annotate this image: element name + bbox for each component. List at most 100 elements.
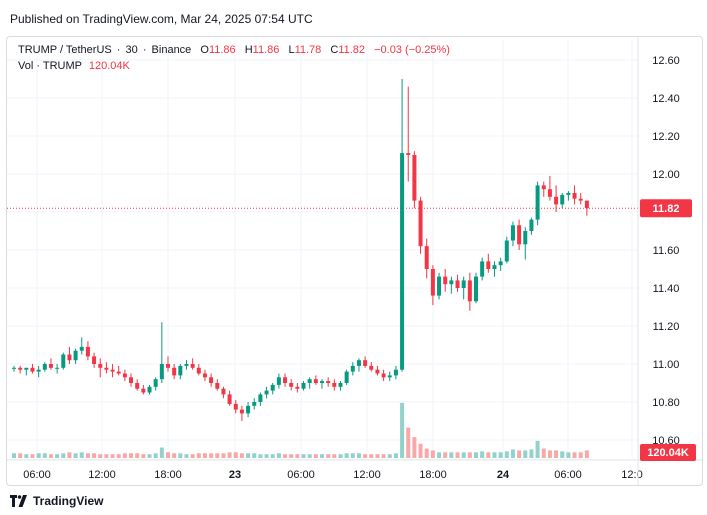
volume-bar (430, 450, 435, 458)
volume-bar (246, 453, 251, 458)
candle-body (246, 405, 251, 414)
candle (541, 181, 546, 197)
candle (283, 373, 288, 387)
candle (67, 346, 72, 364)
candle (369, 362, 374, 372)
candle-body (338, 383, 343, 387)
volume-bar (178, 453, 183, 458)
candle-body (276, 377, 281, 385)
candle (36, 365, 41, 378)
axis-layer: 12.6012.4012.2012.0011.8011.6011.4011.20… (7, 37, 702, 485)
candle (110, 364, 115, 378)
candle-body (461, 280, 466, 288)
high-key: H (244, 44, 253, 56)
candle (326, 377, 331, 387)
candle (73, 348, 78, 364)
symbol-name[interactable]: TRUMP / TetherUS (18, 44, 112, 56)
candle-body (498, 261, 503, 266)
candle-body (252, 402, 257, 406)
candle-body (36, 369, 41, 372)
volume-bar (307, 454, 312, 458)
candle-body (375, 369, 380, 374)
open-key: O (200, 44, 209, 56)
low-key: L (288, 44, 295, 56)
candle-body (48, 364, 53, 368)
candle-body (547, 189, 552, 197)
volume-bar (474, 452, 478, 458)
volume-bar (412, 437, 417, 458)
time-tick-label: 23 (229, 469, 241, 481)
candle-body (369, 365, 374, 370)
candle-body (529, 219, 534, 231)
tradingview-brand[interactable]: TradingView (10, 494, 103, 508)
candle (584, 200, 589, 216)
candle-body (474, 276, 478, 302)
candle (455, 274, 460, 292)
last-price-label: 11.82 (653, 203, 680, 215)
candle-body (356, 360, 361, 366)
volume-badge: 120.04K (640, 444, 696, 461)
candle-body (221, 388, 226, 395)
candle-body (326, 381, 331, 383)
volume-bar (418, 443, 423, 458)
volume-bar (584, 450, 589, 458)
close-key: C (330, 44, 339, 56)
high-value: 11.86 (252, 44, 280, 56)
volume-bar (326, 454, 331, 458)
volume-bar (196, 453, 201, 458)
volume-bar (369, 454, 374, 458)
candle (381, 369, 386, 382)
candle-body (79, 346, 84, 351)
price-tick-label: 12.00 (652, 169, 680, 181)
candle (387, 371, 392, 382)
candle (92, 352, 97, 368)
candle (320, 379, 324, 389)
volume-bar (350, 453, 355, 458)
candle (363, 356, 368, 368)
candle-body (190, 364, 195, 368)
candle (79, 337, 84, 355)
price-tick-label: 12.60 (652, 55, 680, 67)
volume-bar (264, 454, 269, 458)
candle (12, 365, 16, 372)
volume-bar (166, 452, 170, 458)
volume-bar (141, 454, 146, 458)
candle-body (110, 369, 115, 372)
candle-body (196, 367, 201, 374)
volume-bar (209, 453, 214, 458)
candle (289, 379, 294, 391)
volume-bar (375, 454, 380, 458)
candle (572, 185, 577, 205)
candle (246, 402, 251, 418)
volume-bar (510, 449, 515, 458)
candle-body (233, 403, 238, 410)
volume-bar (190, 454, 195, 458)
candle-body (295, 386, 300, 389)
price-tick-label: 11.20 (653, 321, 680, 333)
volume-bar (572, 452, 577, 458)
candle (129, 373, 134, 387)
candle (233, 400, 238, 414)
candle (30, 364, 35, 374)
volume-bar (116, 454, 121, 458)
volume-bar (449, 452, 454, 458)
candle-layer (12, 79, 589, 421)
candle-body (18, 367, 23, 370)
volume-bar (153, 453, 158, 458)
volume-bar (258, 454, 263, 458)
candle-body (400, 153, 405, 370)
volume-bar (184, 454, 189, 458)
volume-bar (36, 453, 41, 458)
time-tick-label: 18:00 (419, 469, 447, 481)
candle (578, 193, 583, 205)
interval-label[interactable]: 30 (125, 44, 138, 56)
volume-bar (122, 453, 127, 458)
candle (215, 379, 220, 391)
candle-body (178, 365, 183, 376)
candle-body (159, 364, 164, 380)
candle-body (129, 377, 134, 383)
volume-bar (110, 454, 115, 458)
candle (190, 358, 195, 370)
candle-body (437, 276, 442, 296)
